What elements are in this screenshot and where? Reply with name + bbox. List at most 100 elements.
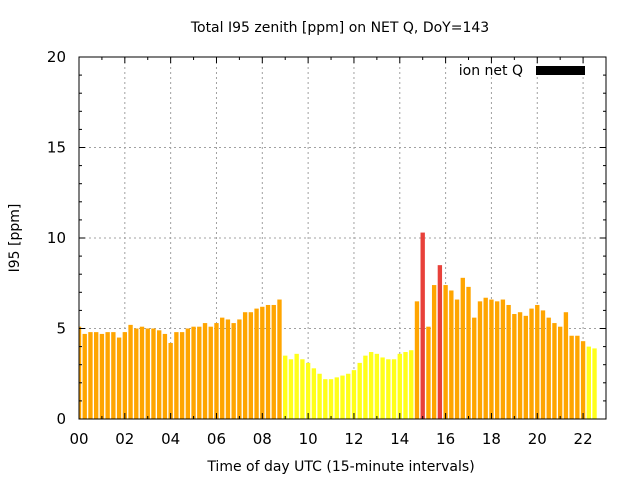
bar <box>88 332 93 419</box>
bar <box>580 341 586 419</box>
bar <box>214 323 219 419</box>
bar <box>374 353 380 419</box>
bar <box>454 299 460 419</box>
x-tick-label: 08 <box>253 430 272 448</box>
bar <box>151 328 156 419</box>
bar <box>363 355 368 419</box>
bar <box>403 352 408 419</box>
x-tick-label: 18 <box>482 430 501 448</box>
bar <box>254 308 259 419</box>
bar <box>391 359 397 419</box>
bar <box>334 377 339 419</box>
bar <box>386 359 391 419</box>
bar <box>157 330 162 419</box>
y-tick-label: 15 <box>47 139 66 157</box>
bar <box>139 326 145 419</box>
x-tick-labels: 00 02 04 06 08 10 12 14 16 18 20 22 <box>69 430 592 448</box>
bar <box>317 373 322 419</box>
bar <box>420 232 425 419</box>
bar <box>529 308 534 419</box>
bar <box>512 314 517 419</box>
legend: ion net Q <box>459 63 585 79</box>
bar <box>122 332 128 419</box>
bar <box>202 323 208 419</box>
bar <box>94 332 99 419</box>
bar <box>563 312 569 419</box>
x-tick-label: 20 <box>528 430 547 448</box>
bar <box>535 304 540 419</box>
bar <box>523 315 528 419</box>
bar <box>105 332 110 419</box>
bar <box>460 277 465 419</box>
bar <box>145 328 150 419</box>
bar <box>179 332 185 419</box>
bar <box>237 319 242 419</box>
bar <box>569 335 574 419</box>
bar <box>191 326 196 419</box>
x-axis-label: Time of day UTC (15-minute intervals) <box>206 459 474 475</box>
bar <box>311 368 317 419</box>
bar <box>477 301 483 419</box>
x-tick-label: 10 <box>299 430 318 448</box>
bar <box>346 373 351 419</box>
x-tick-label: 16 <box>436 430 455 448</box>
bar <box>472 317 477 419</box>
bar <box>242 312 248 419</box>
ticks <box>78 56 607 420</box>
bar <box>340 375 345 419</box>
bar <box>225 319 231 419</box>
bar <box>271 304 276 419</box>
y-tick-label: 10 <box>47 229 66 247</box>
bar <box>231 323 236 419</box>
bar <box>494 301 500 419</box>
x-tick-label: 02 <box>115 430 134 448</box>
y-tick-label: 20 <box>47 48 66 66</box>
bar <box>437 265 443 419</box>
bar <box>409 350 414 419</box>
bar <box>128 324 133 419</box>
bar <box>185 328 191 419</box>
legend-swatch <box>536 66 585 75</box>
bar <box>483 297 488 419</box>
bar <box>380 357 385 419</box>
bar <box>575 335 580 419</box>
x-tick-label: 04 <box>161 430 180 448</box>
bar <box>500 299 506 419</box>
bar <box>426 326 431 419</box>
bar <box>265 304 271 419</box>
chart-title: Total I95 zenith [ppm] on NET Q, DoY=143 <box>190 20 489 36</box>
x-tick-label: 22 <box>574 430 593 448</box>
y-tick-label: 0 <box>56 410 66 428</box>
bar <box>288 359 294 419</box>
y-axis-label: I95 [ppm] <box>7 204 23 273</box>
bar <box>328 379 334 419</box>
bar <box>294 353 299 419</box>
x-tick-label: 00 <box>69 430 88 448</box>
bar <box>162 333 168 419</box>
bar <box>134 328 139 419</box>
bar <box>111 332 116 419</box>
bar <box>300 359 305 419</box>
bar <box>323 379 328 419</box>
y-tick-labels: 0 5 10 15 20 <box>47 48 66 428</box>
bar <box>466 286 471 419</box>
bar <box>220 317 225 419</box>
bar <box>489 299 494 419</box>
bar <box>197 326 202 419</box>
bar <box>82 333 87 419</box>
bar <box>414 301 420 419</box>
bar <box>449 290 454 419</box>
bar <box>586 346 591 419</box>
bar <box>431 285 437 419</box>
bar <box>368 352 374 419</box>
bars <box>79 232 597 419</box>
bar <box>99 333 105 419</box>
bar <box>174 332 179 419</box>
bar <box>540 310 546 419</box>
bar <box>79 326 82 419</box>
bar <box>351 370 357 419</box>
legend-label: ion net Q <box>459 63 523 79</box>
bar <box>248 312 254 419</box>
